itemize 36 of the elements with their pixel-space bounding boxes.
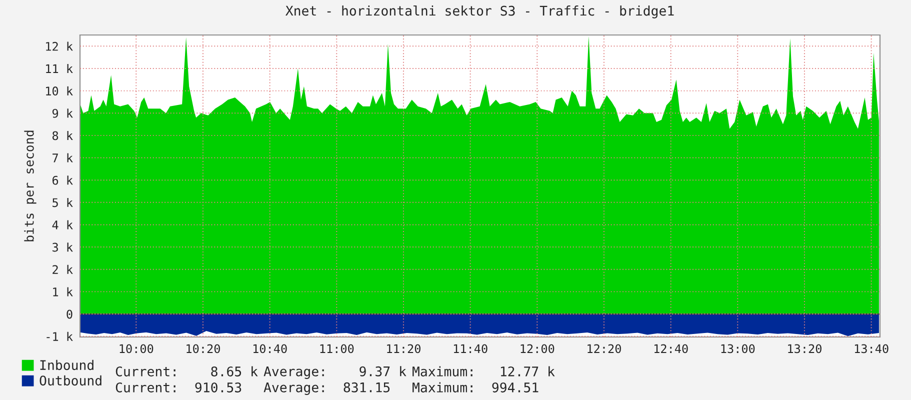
- y-tick-label: 3 k: [52, 242, 73, 252]
- x-tick-label: 12:00: [520, 344, 554, 354]
- legend-label: Outbound: [40, 375, 102, 386]
- x-tick-label: 13:20: [788, 344, 822, 354]
- y-tick-label: 2 k: [52, 264, 73, 274]
- text: Maximum: 12.77 k: [412, 366, 555, 376]
- y-tick-label: 5 k: [52, 198, 73, 208]
- text: Average: 831.15: [264, 382, 390, 395]
- x-tick-label: 11:00: [320, 344, 354, 354]
- y-tick-label: 4 k: [52, 220, 73, 230]
- chart-title: Xnet - horizontalni sektor S3 - Traffic - bridge1: [286, 5, 674, 18]
- y-tick-label: 6 k: [52, 176, 73, 185]
- legend-label: Inbound: [40, 360, 94, 370]
- y-tick-label: 7 k: [52, 153, 73, 162]
- text: Current: 910.53: [116, 382, 242, 392]
- y-tick-label: 12 k: [46, 42, 73, 51]
- y-tick-label: 10 k: [46, 86, 73, 96]
- text: Current: 8.65 k: [116, 366, 258, 376]
- x-tick-label: 12:40: [654, 344, 688, 354]
- x-tick-label: 10:20: [186, 344, 220, 354]
- y-tick-label: -1 k: [46, 332, 73, 341]
- y-tick-label: 8 k: [52, 130, 73, 140]
- x-tick-label: 10:40: [253, 344, 287, 354]
- x-tick-label: 12:20: [588, 344, 621, 354]
- x-tick-label: 10:00: [120, 344, 154, 354]
- text: Maximum: 994.51: [412, 382, 538, 392]
- x-tick-label: 13:00: [721, 344, 755, 354]
- y-tick-label: 11 k: [46, 64, 73, 73]
- y-tick-label: 0: [66, 310, 72, 319]
- x-tick-label: 11:40: [454, 344, 488, 354]
- y-axis-title: bits per second: [24, 130, 36, 242]
- y-tick-label: 1 k: [53, 287, 73, 296]
- y-tick-label: 9 k: [52, 108, 73, 118]
- x-tick-label: 11:20: [387, 344, 420, 354]
- x-tick-label: 13:40: [854, 344, 888, 354]
- text: Average: 9.37 k: [264, 366, 406, 379]
